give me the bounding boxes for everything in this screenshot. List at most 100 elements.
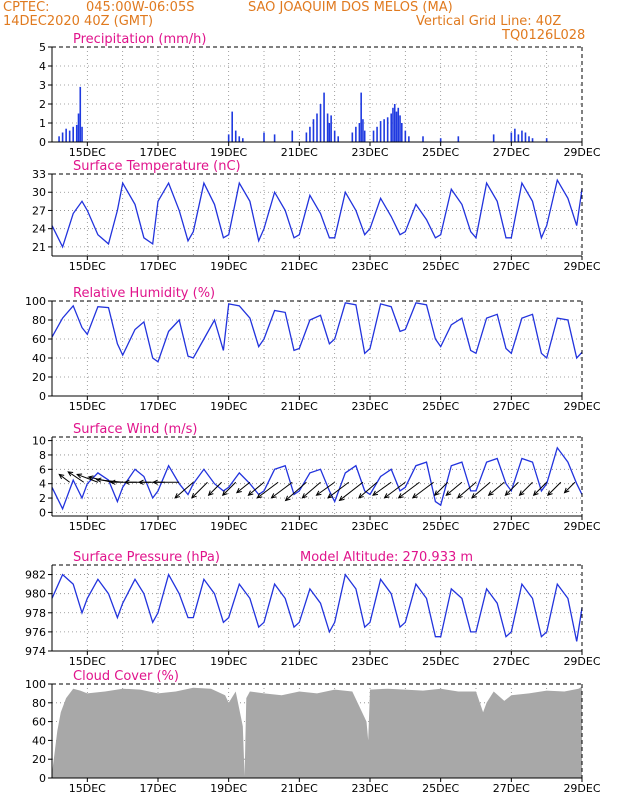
precip-bar xyxy=(333,130,336,142)
precip-bar xyxy=(234,130,237,142)
y-tick-label: 100 xyxy=(25,678,46,691)
x-tick-label: 23DEC xyxy=(351,146,388,159)
panel-title: Cloud Cover (%) xyxy=(73,669,179,684)
precip-bar xyxy=(61,132,64,142)
y-tick-label: 5 xyxy=(39,41,46,54)
x-tick-label: 27DEC xyxy=(493,655,530,668)
y-tick-label: 60 xyxy=(32,716,46,729)
panel-5 xyxy=(48,564,583,655)
wind-vector xyxy=(301,481,321,499)
x-tick-label: 21DEC xyxy=(281,782,318,795)
x-tick-label: 29DEC xyxy=(563,520,600,533)
x-tick-label: 29DEC xyxy=(563,146,600,159)
x-tick-label: 23DEC xyxy=(351,520,388,533)
y-tick-label: 27 xyxy=(32,204,46,217)
precip-bar xyxy=(397,107,400,142)
wind-vector xyxy=(58,473,70,483)
precip-bar xyxy=(379,121,382,142)
y-tick-label: 3 xyxy=(39,79,46,92)
y-tick-label: 40 xyxy=(32,352,46,365)
header-model-code: TQ0126L028 xyxy=(502,28,586,43)
panel-title: Surface Pressure (hPa) xyxy=(73,550,220,565)
x-tick-label: 27DEC xyxy=(493,146,530,159)
precip-bar xyxy=(422,136,424,142)
x-tick-label: 15DEC xyxy=(69,782,106,795)
x-tick-label: 15DEC xyxy=(69,400,106,413)
x-tick-label: 15DEC xyxy=(69,520,106,533)
x-tick-label: 21DEC xyxy=(281,260,318,273)
y-tick-label: 24 xyxy=(32,223,46,236)
x-tick-label: 29DEC xyxy=(563,782,600,795)
panel-6 xyxy=(48,683,583,782)
precip-bar xyxy=(305,132,308,142)
wind-vector xyxy=(471,481,491,499)
precip-bar xyxy=(312,119,315,142)
wind-vector xyxy=(456,481,477,499)
wind-vector xyxy=(504,481,519,497)
y-tick-label: 1 xyxy=(39,117,46,130)
y-tick-label: 60 xyxy=(32,333,46,346)
precip-bar xyxy=(68,130,71,142)
x-tick-label: 15DEC xyxy=(69,260,106,273)
wind-vector xyxy=(532,481,548,497)
y-tick-label: 0 xyxy=(39,506,46,519)
x-tick-label: 19DEC xyxy=(210,782,247,795)
wind-vector xyxy=(357,481,378,499)
precip-bar xyxy=(79,86,82,142)
header-datetime: 14DEC2020 40Z (GMT) xyxy=(3,14,154,29)
panel-title: Relative Humidity (%) xyxy=(73,286,215,301)
y-tick-label: 80 xyxy=(32,697,46,710)
y-tick-label: 21 xyxy=(32,241,46,254)
panel-title: Surface Temperature (nC) xyxy=(73,159,241,174)
y-tick-label: 6 xyxy=(39,463,46,476)
precip-bar xyxy=(514,128,516,142)
precip-bar xyxy=(75,124,78,142)
y-tick-label: 20 xyxy=(32,753,46,766)
y-tick-label: 2 xyxy=(39,492,46,505)
x-tick-label: 29DEC xyxy=(563,400,600,413)
panel-1 xyxy=(48,46,583,146)
wind-vector xyxy=(207,481,222,497)
wind-vector xyxy=(383,481,406,499)
wind-vector xyxy=(76,473,99,483)
x-tick-label: 23DEC xyxy=(351,260,388,273)
x-tick-label: 19DEC xyxy=(210,260,247,273)
x-tick-label: 27DEC xyxy=(493,782,530,795)
precip-bar xyxy=(390,113,392,142)
precip-bar xyxy=(531,138,534,142)
y-tick-label: 982 xyxy=(25,569,46,582)
y-tick-label: 8 xyxy=(39,449,46,462)
cloud-cover-area xyxy=(52,686,582,778)
precip-bar xyxy=(393,104,396,142)
precip-bar xyxy=(330,115,332,142)
wind-vector xyxy=(256,481,279,499)
precip-bar xyxy=(323,92,325,142)
precip-bar xyxy=(355,126,357,142)
wind-vector xyxy=(67,471,85,483)
x-tick-label: 17DEC xyxy=(139,146,176,159)
precip-bar xyxy=(58,136,60,142)
x-tick-label: 17DEC xyxy=(139,260,176,273)
y-tick-label: 0 xyxy=(39,772,46,785)
precip-bar xyxy=(521,130,523,142)
precip-bar xyxy=(326,113,329,142)
x-tick-label: 25DEC xyxy=(422,260,459,273)
precip-bar xyxy=(328,123,331,142)
x-tick-label: 21DEC xyxy=(281,400,318,413)
wind-vector xyxy=(518,481,533,497)
wind-vector xyxy=(372,481,392,496)
y-tick-label: 30 xyxy=(32,186,46,199)
precip-bar xyxy=(238,136,241,142)
y-tick-label: 33 xyxy=(32,168,46,181)
x-tick-label: 25DEC xyxy=(422,520,459,533)
precip-bar xyxy=(395,111,398,142)
precip-bar xyxy=(457,136,460,142)
wind-vector xyxy=(247,481,265,496)
precip-bar xyxy=(401,123,403,142)
precip-bar xyxy=(439,138,442,142)
x-tick-label: 21DEC xyxy=(281,520,318,533)
wind-vector xyxy=(315,481,335,496)
x-tick-label: 17DEC xyxy=(139,520,176,533)
x-tick-label: 25DEC xyxy=(422,400,459,413)
